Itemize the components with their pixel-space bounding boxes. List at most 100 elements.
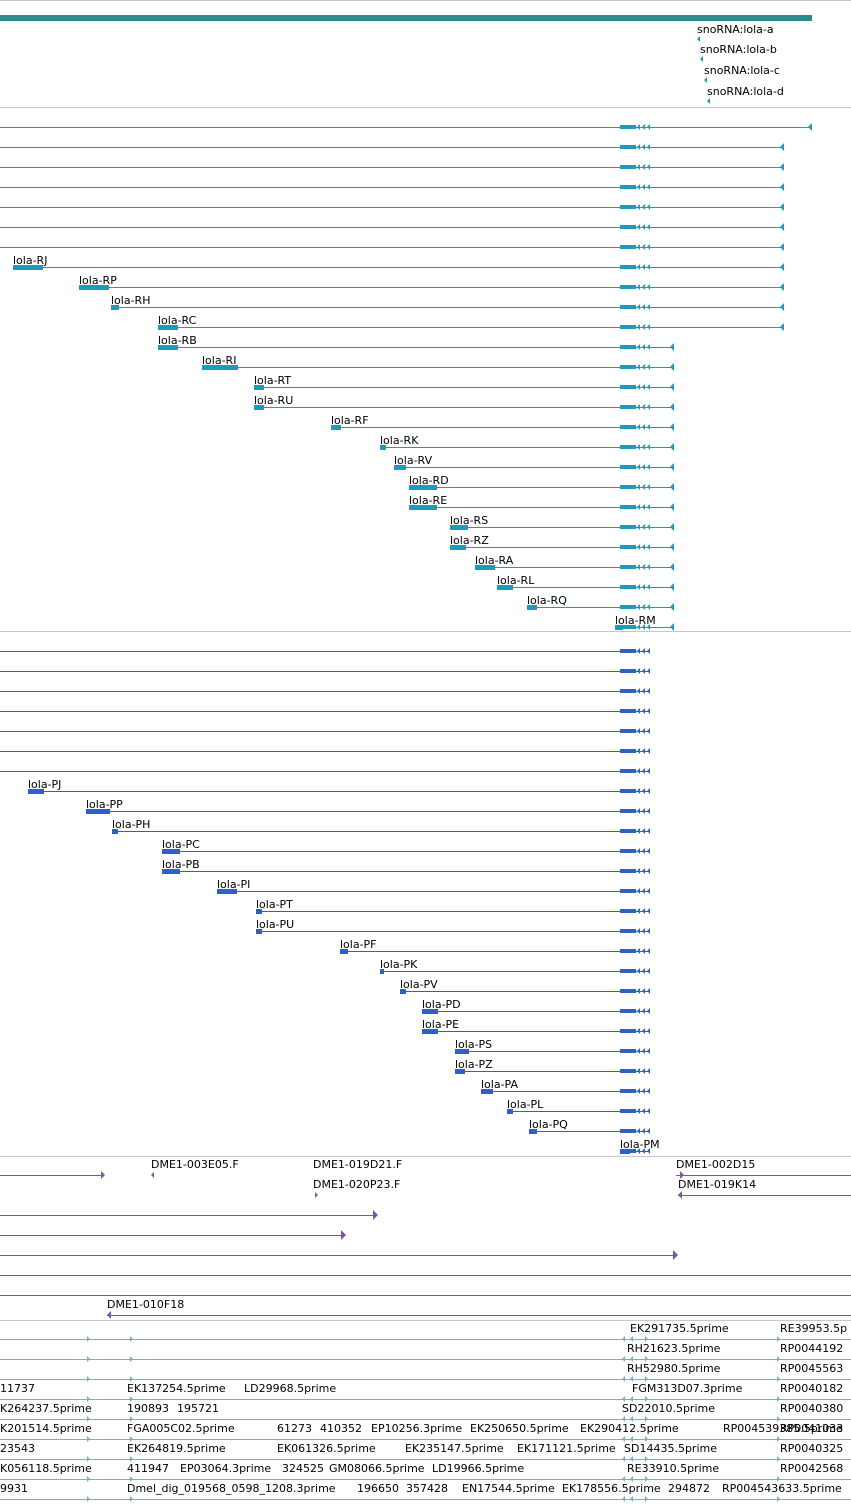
feature-label[interactable]: lola-RS [450, 514, 489, 527]
protein-block[interactable] [380, 969, 384, 974]
exon-block[interactable] [620, 325, 636, 329]
protein-block[interactable] [28, 789, 44, 794]
transcript-block[interactable] [450, 545, 466, 550]
exon-block[interactable] [620, 465, 636, 469]
feature-label[interactable]: lola-RK [380, 434, 419, 447]
feature-label[interactable]: LD19966.5prime [432, 1462, 525, 1475]
exon-block[interactable] [620, 869, 636, 873]
feature-label[interactable]: lola-RH [111, 294, 151, 307]
feature-label[interactable]: lola-PJ [28, 778, 62, 791]
protein-block[interactable] [162, 869, 180, 874]
feature-label[interactable]: DME1-002D15 [676, 1158, 756, 1171]
feature-label[interactable]: GM08066.5prime [329, 1462, 425, 1475]
feature-label[interactable]: lola-PE [422, 1018, 460, 1031]
transcript-block[interactable] [111, 305, 119, 310]
exon-block[interactable] [620, 585, 636, 589]
feature-label[interactable]: lola-PZ [455, 1058, 493, 1071]
feature-label[interactable]: K264237.5prime [0, 1402, 92, 1415]
protein-block[interactable] [455, 1069, 465, 1074]
feature-label[interactable]: DME1-010F18 [107, 1298, 185, 1311]
feature-label[interactable]: 195721 [177, 1402, 219, 1415]
feature-label[interactable]: EK291735.5prime [630, 1322, 729, 1335]
feature-label[interactable]: DME1-019D21.F [313, 1158, 403, 1171]
exon-block[interactable] [620, 1069, 636, 1073]
exon-block[interactable] [620, 405, 636, 409]
feature-label[interactable]: EP03064.3prime [180, 1462, 272, 1475]
feature-label[interactable]: lola-RU [254, 394, 294, 407]
feature-label[interactable]: EK178556.5prime [562, 1482, 661, 1495]
feature-label[interactable]: 294872 [668, 1482, 710, 1495]
feature-label[interactable]: lola-PC [162, 838, 200, 851]
gene-feature[interactable] [0, 15, 812, 21]
feature-label[interactable]: 411947 [127, 1462, 169, 1475]
feature-label[interactable]: K056118.5prime [0, 1462, 92, 1475]
exon-block[interactable] [620, 285, 636, 289]
exon-block[interactable] [620, 205, 636, 209]
protein-block[interactable] [256, 909, 262, 914]
exon-block[interactable] [620, 969, 636, 973]
feature-label[interactable]: lola-RF [331, 414, 369, 427]
feature-label[interactable]: lola-PP [86, 798, 123, 811]
exon-block[interactable] [620, 485, 636, 489]
protein-block[interactable] [422, 1029, 438, 1034]
feature-label[interactable]: lola-RE [409, 494, 448, 507]
exon-block[interactable] [620, 649, 636, 653]
transcript-block[interactable] [394, 465, 406, 470]
transcript-block[interactable] [202, 365, 238, 370]
exon-block[interactable] [620, 385, 636, 389]
protein-block[interactable] [422, 1009, 438, 1014]
feature-label[interactable]: lola-PH [112, 818, 151, 831]
feature-label[interactable]: lola-PV [400, 978, 438, 991]
exon-block[interactable] [620, 749, 636, 753]
exon-block[interactable] [620, 1109, 636, 1113]
feature-label[interactable]: RH21623.5prime [627, 1342, 721, 1355]
feature-label[interactable]: lola-RQ [527, 594, 567, 607]
feature-label[interactable]: RP0040325 [780, 1442, 844, 1455]
feature-label[interactable]: lola-PK [380, 958, 418, 971]
transcript-block[interactable] [409, 505, 437, 510]
exon-block[interactable] [620, 669, 636, 673]
feature-label[interactable]: lola-PQ [529, 1118, 568, 1131]
exon-block[interactable] [620, 445, 636, 449]
feature-label[interactable]: EK171121.5prime [517, 1442, 616, 1455]
exon-block[interactable] [620, 525, 636, 529]
protein-block[interactable] [455, 1049, 469, 1054]
feature-label[interactable]: lola-PB [162, 858, 200, 871]
feature-label[interactable]: 196650 [357, 1482, 399, 1495]
feature-label[interactable]: 23543 [0, 1442, 35, 1455]
exon-block[interactable] [620, 729, 636, 733]
feature-label[interactable]: RP0042568 [780, 1462, 844, 1475]
exon-block[interactable] [620, 245, 636, 249]
feature-label[interactable]: lola-RZ [450, 534, 489, 547]
feature-label[interactable]: DME1-020P23.F [313, 1178, 401, 1191]
transcript-block[interactable] [331, 425, 341, 430]
feature-label[interactable]: SD22010.5prime [622, 1402, 715, 1415]
exon-block[interactable] [620, 305, 636, 309]
exon-block[interactable] [620, 849, 636, 853]
feature-label[interactable]: lola-RI [202, 354, 237, 367]
feature-label[interactable]: lola-PF [340, 938, 377, 951]
exon-block[interactable] [620, 545, 636, 549]
feature-label[interactable]: EN17544.5prime [462, 1482, 555, 1495]
exon-block[interactable] [620, 689, 636, 693]
exon-block[interactable] [620, 929, 636, 933]
feature-label[interactable]: DME1-019K14 [678, 1178, 757, 1191]
exon-block[interactable] [620, 809, 636, 813]
protein-block[interactable] [529, 1129, 537, 1134]
feature-label[interactable]: 324525 [282, 1462, 324, 1475]
exon-block[interactable] [620, 1089, 636, 1093]
transcript-block[interactable] [497, 585, 513, 590]
protein-block[interactable] [481, 1089, 493, 1094]
transcript-block[interactable] [380, 445, 386, 450]
feature-label[interactable]: EK061326.5prime [277, 1442, 376, 1455]
protein-block[interactable] [112, 829, 118, 834]
feature-label[interactable]: lola-PL [507, 1098, 544, 1111]
feature-label[interactable]: snoRNA:lola-a [697, 23, 774, 36]
feature-label[interactable]: RH52980.5prime [627, 1362, 721, 1375]
feature-label[interactable]: EK290412.5prime [580, 1422, 679, 1435]
feature-label[interactable]: lola-PT [256, 898, 293, 911]
transcript-block[interactable] [254, 405, 264, 410]
feature-label[interactable]: snoRNA:lola-d [707, 85, 784, 98]
exon-block[interactable] [620, 949, 636, 953]
exon-block[interactable] [620, 1009, 636, 1013]
